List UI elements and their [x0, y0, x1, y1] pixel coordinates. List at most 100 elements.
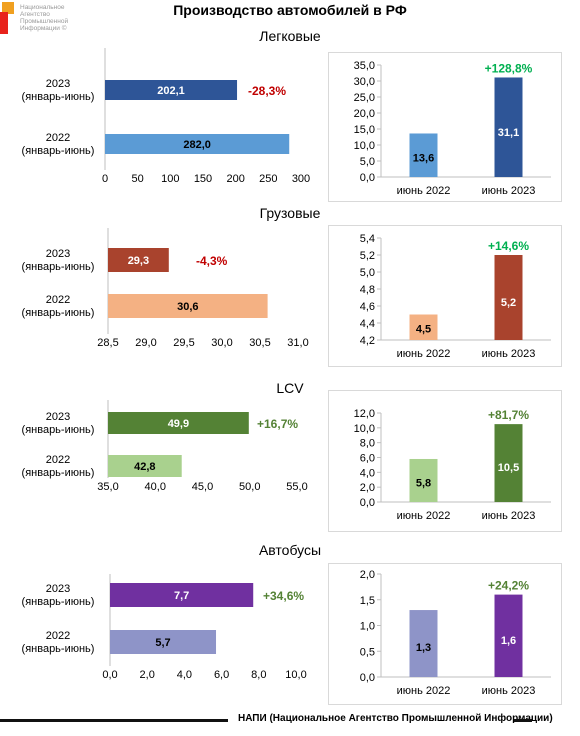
bar-value-label-1: 5,2: [501, 297, 516, 309]
y-tick-label-6: 30,0: [354, 76, 375, 88]
x-tick-label-1: 2,0: [140, 669, 155, 681]
y-tick-label-6: 12,0: [354, 408, 375, 420]
y-tick-label-1: 5,0: [360, 156, 375, 168]
x-tick-label-2: 45,0: [192, 481, 213, 493]
bar-value-label-0: 4,5: [416, 324, 431, 336]
category-label-1-line1: 2022: [46, 294, 70, 306]
x-tick-label-1: 29,0: [135, 337, 156, 349]
bar-1: [494, 77, 523, 177]
y-tick-label-2: 4,6: [360, 301, 375, 313]
category-label-0-line2: (январь-июнь): [22, 596, 95, 608]
logo: Национальное Агентство Промышленной Инфо…: [0, 0, 110, 40]
x-tick-label-2: 100: [161, 173, 179, 185]
y-tick-label-3: 4,8: [360, 284, 375, 296]
chart-cars-h1: 202,12023(январь-июнь)282,02022(январь-и…: [0, 48, 318, 196]
category-label-1-line2: (январь-июнь): [22, 643, 95, 655]
x-category-label-0: июнь 2022: [397, 185, 451, 197]
section-title-trucks: Грузовые: [259, 205, 321, 221]
x-tick-label-0: 0: [102, 173, 108, 185]
bar-value-label-1: 1,6: [501, 635, 516, 647]
y-tick-label-4: 20,0: [354, 108, 375, 120]
x-category-label-0: июнь 2022: [397, 510, 451, 522]
bar-1: [110, 630, 217, 654]
x-category-label-1: июнь 2023: [482, 685, 536, 697]
x-tick-label-3: 30,0: [211, 337, 232, 349]
bar-value-label-0: 5,8: [416, 478, 431, 490]
x-tick-label-0: 28,5: [97, 337, 118, 349]
category-label-1-line1: 2022: [46, 630, 70, 642]
category-label-1-line1: 2022: [46, 132, 70, 144]
category-label-0-line1: 2023: [46, 583, 70, 595]
y-tick-label-0: 0,0: [360, 497, 375, 509]
y-tick-label-1: 0,5: [360, 646, 375, 658]
x-category-label-1: июнь 2023: [482, 185, 536, 197]
bar-1: [105, 134, 290, 154]
change-label: +14,6%: [488, 239, 529, 253]
bar-value-label-0: 1,3: [416, 642, 431, 654]
category-label-0-line2: (январь-июнь): [22, 261, 95, 273]
x-tick-label-2: 4,0: [177, 669, 192, 681]
y-tick-label-5: 5,2: [360, 250, 375, 262]
bar-value-label-1: 10,5: [498, 462, 519, 474]
bar-0: [105, 80, 238, 100]
bar-value-label-1: 282,0: [183, 139, 211, 151]
category-label-0-line2: (январь-июнь): [22, 91, 95, 103]
bar-value-label-0: 49,9: [168, 418, 189, 430]
section-title-lcv: LCV: [276, 380, 304, 396]
chart-lcv-h1: 49,92023(январь-июнь)42,82022(январь-июн…: [0, 400, 318, 515]
y-tick-label-4: 8,0: [360, 438, 375, 450]
chart-buses-june: 0,0 0,5 1,0 1,5 2,0 1,3 июнь 2022 1,6 июнь 2023 +…: [328, 563, 562, 705]
x-category-label-1: июнь 2023: [482, 510, 536, 522]
y-tick-label-3: 1,5: [360, 595, 375, 607]
footer-source: НАПИ (Национальное Агентство Промышленно…: [238, 713, 553, 724]
y-tick-label-2: 10,0: [354, 140, 375, 152]
chart-cars-june: 0,0 5,0 10,0 15,0 20,0 25,0 30,0 35,0 13,6 июнь 2…: [328, 52, 562, 202]
y-tick-label-2: 1,0: [360, 621, 375, 633]
y-tick-label-6: 5,4: [360, 233, 375, 245]
x-tick-label-4: 200: [226, 173, 244, 185]
bar-1: [108, 455, 182, 477]
bar-value-label-1: 30,6: [177, 301, 198, 313]
category-label-1-line2: (январь-июнь): [22, 145, 95, 157]
x-tick-label-0: 35,0: [97, 481, 118, 493]
y-tick-label-4: 2,0: [360, 569, 375, 581]
y-tick-label-3: 15,0: [354, 124, 375, 136]
logo-mark-orange: [2, 2, 14, 14]
bar-0: [409, 133, 438, 177]
bar-value-label-0: 13,6: [413, 152, 434, 164]
y-tick-label-2: 4,0: [360, 467, 375, 479]
chart-buses-h1: 7,72023(январь-июнь)5,72022(январь-июнь)…: [0, 574, 318, 694]
y-tick-label-3: 6,0: [360, 453, 375, 465]
x-tick-label-3: 6,0: [214, 669, 229, 681]
x-category-label-0: июнь 2022: [397, 348, 451, 360]
section-title-buses: Автобусы: [258, 542, 322, 558]
bar-0: [409, 314, 438, 340]
change-label: +81,7%: [488, 408, 529, 422]
x-tick-label-6: 300: [292, 173, 310, 185]
chart-trucks-h1: 29,32023(январь-июнь)30,62022(январь-июн…: [0, 228, 318, 358]
y-tick-label-0: 0,0: [360, 672, 375, 684]
chart-trucks-june: 4,2 4,4 4,6 4,8 5,0 5,2 5,4 4,5 июнь 2022 5,2 июнь…: [328, 225, 562, 367]
bar-value-label-0: 29,3: [128, 255, 149, 267]
y-tick-label-7: 35,0: [354, 60, 375, 72]
category-label-0-line1: 2023: [46, 248, 70, 260]
category-label-0-line1: 2023: [46, 411, 70, 423]
bar-0: [409, 458, 438, 502]
x-tick-label-4: 8,0: [251, 669, 266, 681]
x-tick-label-0: 0,0: [102, 669, 117, 681]
bar-0: [110, 583, 254, 607]
bar-0: [409, 610, 438, 677]
category-label-0-line1: 2023: [46, 78, 70, 90]
bar-0: [108, 412, 249, 434]
y-tick-label-0: 0,0: [360, 172, 375, 184]
bar-1: [494, 594, 523, 677]
chart-lcv-june: 0,0 2,0 4,0 6,0 8,0 10,0 12,0 5,8 июнь 2022 10,5 и…: [328, 390, 562, 532]
x-tick-label-5: 10,0: [285, 669, 306, 681]
bar-1: [494, 424, 523, 502]
change-label: +24,2%: [488, 579, 529, 593]
bar-value-label-0: 7,7: [174, 590, 189, 602]
x-tick-label-5: 250: [259, 173, 277, 185]
x-tick-label-4: 55,0: [286, 481, 307, 493]
y-tick-label-4: 5,0: [360, 267, 375, 279]
x-tick-label-1: 50: [132, 173, 144, 185]
